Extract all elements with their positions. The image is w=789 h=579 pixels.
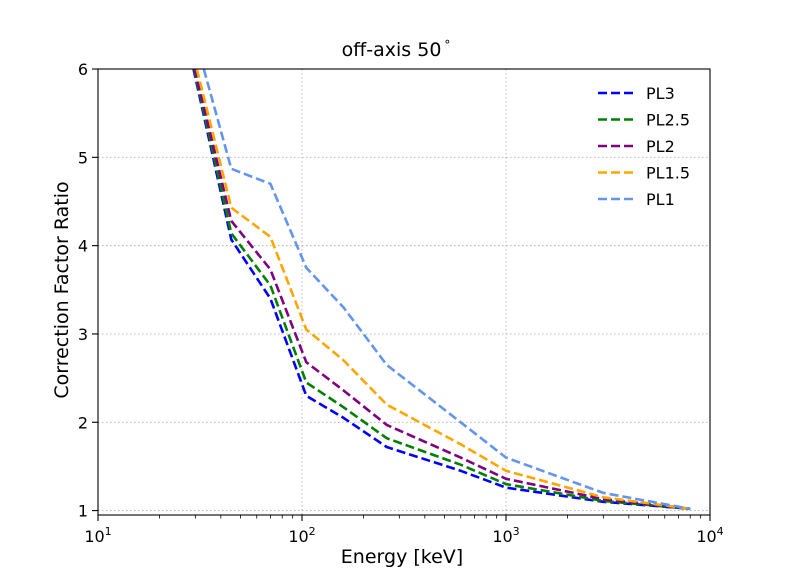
y-tick-label: 6 — [78, 60, 88, 79]
series-line-pl2 — [193, 68, 691, 511]
legend-label: PL1 — [646, 190, 675, 209]
y-tick-label: 5 — [78, 148, 88, 167]
legend-label: PL3 — [646, 84, 675, 103]
y-tick-label: 4 — [78, 237, 88, 256]
series-line-pl1 — [202, 68, 691, 511]
legend-label: PL1.5 — [646, 164, 690, 183]
x-axis-label: Energy [keV] — [341, 546, 463, 568]
series-line-pl1-5 — [195, 68, 691, 511]
axis-ticks: 101 102 103 104 1 2 3 4 5 6 — [78, 60, 724, 546]
x-tick-label: 104 — [696, 525, 723, 546]
x-tick-label: 103 — [492, 525, 519, 546]
y-axis-label: Correction Factor Ratio — [51, 181, 73, 398]
y-tick-label: 2 — [78, 413, 88, 432]
legend: PL3 PL2.5 PL2 PL1.5 PL1 — [598, 84, 690, 209]
series-line-pl2-5 — [192, 68, 691, 511]
x-tick-label: 101 — [84, 525, 111, 546]
plot-frame — [97, 68, 711, 516]
y-tick-label: 3 — [78, 325, 88, 344]
chart-title: off-axis 50 ° — [342, 38, 451, 61]
x-tick-label: 102 — [288, 525, 315, 546]
series-lines — [192, 68, 691, 511]
series-line-pl3 — [192, 68, 691, 511]
legend-label: PL2 — [646, 137, 675, 156]
y-tick-label: 1 — [78, 502, 88, 521]
legend-label: PL2.5 — [646, 111, 690, 130]
grid — [97, 68, 711, 515]
